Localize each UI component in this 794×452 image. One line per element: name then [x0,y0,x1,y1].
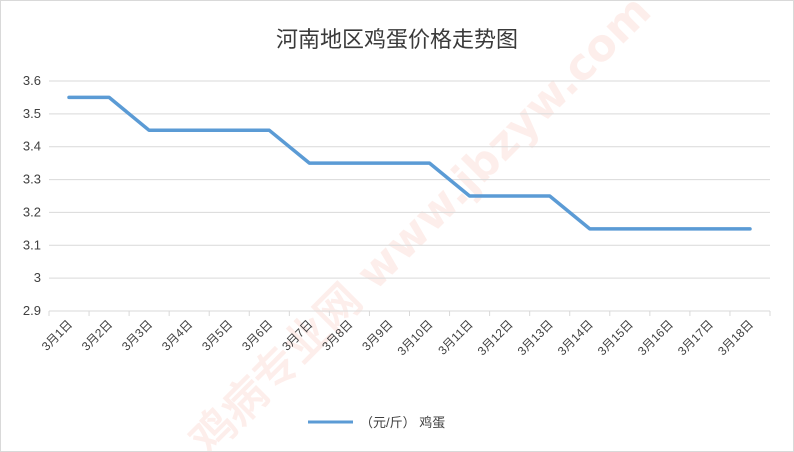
data-point [707,226,712,231]
series-line-0 [67,95,752,231]
y-axis-ticks: 2.9 3 3.1 3.2 3.3 3.4 3.5 3.6 [23,73,41,318]
data-point [267,128,272,133]
data-point [547,194,552,199]
x-axis-ticks: 3月1日 3月2日 3月3日 3月4日 3月5日 3月6日 3月7日 3月8日 3月9日 3月10… [39,311,771,358]
data-point [67,95,72,100]
data-point [467,194,472,199]
data-point [147,128,152,133]
data-point [587,226,592,231]
y-tick-label: 3.6 [23,73,41,88]
x-tick-label: 3月11日 [435,317,475,357]
x-tick-label: 3月13日 [515,317,556,358]
data-point [347,161,352,166]
series-layer [67,95,752,231]
x-tick-label: 3月4日 [159,317,195,353]
x-tick-label: 3月17日 [675,317,716,358]
data-point [227,128,232,133]
data-point [747,226,752,231]
x-tick-label: 3月2日 [79,317,115,353]
x-tick-label: 3月5日 [199,317,235,353]
y-tick-label: 3.4 [23,139,41,154]
y-tick-label: 3 [34,270,41,285]
gridlines [49,80,770,312]
data-point [507,194,512,199]
x-tick-label: 3月3日 [119,317,155,353]
data-point [187,128,192,133]
y-tick-label: 3.2 [23,204,41,219]
legend-label: （元/斤） 鸡蛋 [360,415,445,430]
data-point [107,95,112,100]
x-tick-label: 3月9日 [359,317,395,353]
x-tick-label: 3月18日 [715,317,756,358]
data-point [667,226,672,231]
x-tick-label: 3月12日 [475,317,516,358]
y-tick-label: 3.5 [23,106,41,121]
data-point [627,226,632,231]
legend: （元/斤） 鸡蛋 [308,415,445,430]
y-tick-label: 3.3 [23,172,41,187]
data-point [307,161,312,166]
x-tick-label: 3月15日 [595,317,636,358]
x-tick-label: 3月1日 [39,317,75,353]
x-tick-label: 3月10日 [395,317,436,358]
x-tick-label: 3月14日 [555,317,596,358]
data-point [427,161,432,166]
y-tick-label: 2.9 [23,303,41,318]
y-tick-label: 3.1 [23,237,41,252]
data-point [387,161,392,166]
x-tick-label: 3月16日 [635,317,676,358]
chart-title: 河南地区鸡蛋价格走势图 [276,28,518,53]
